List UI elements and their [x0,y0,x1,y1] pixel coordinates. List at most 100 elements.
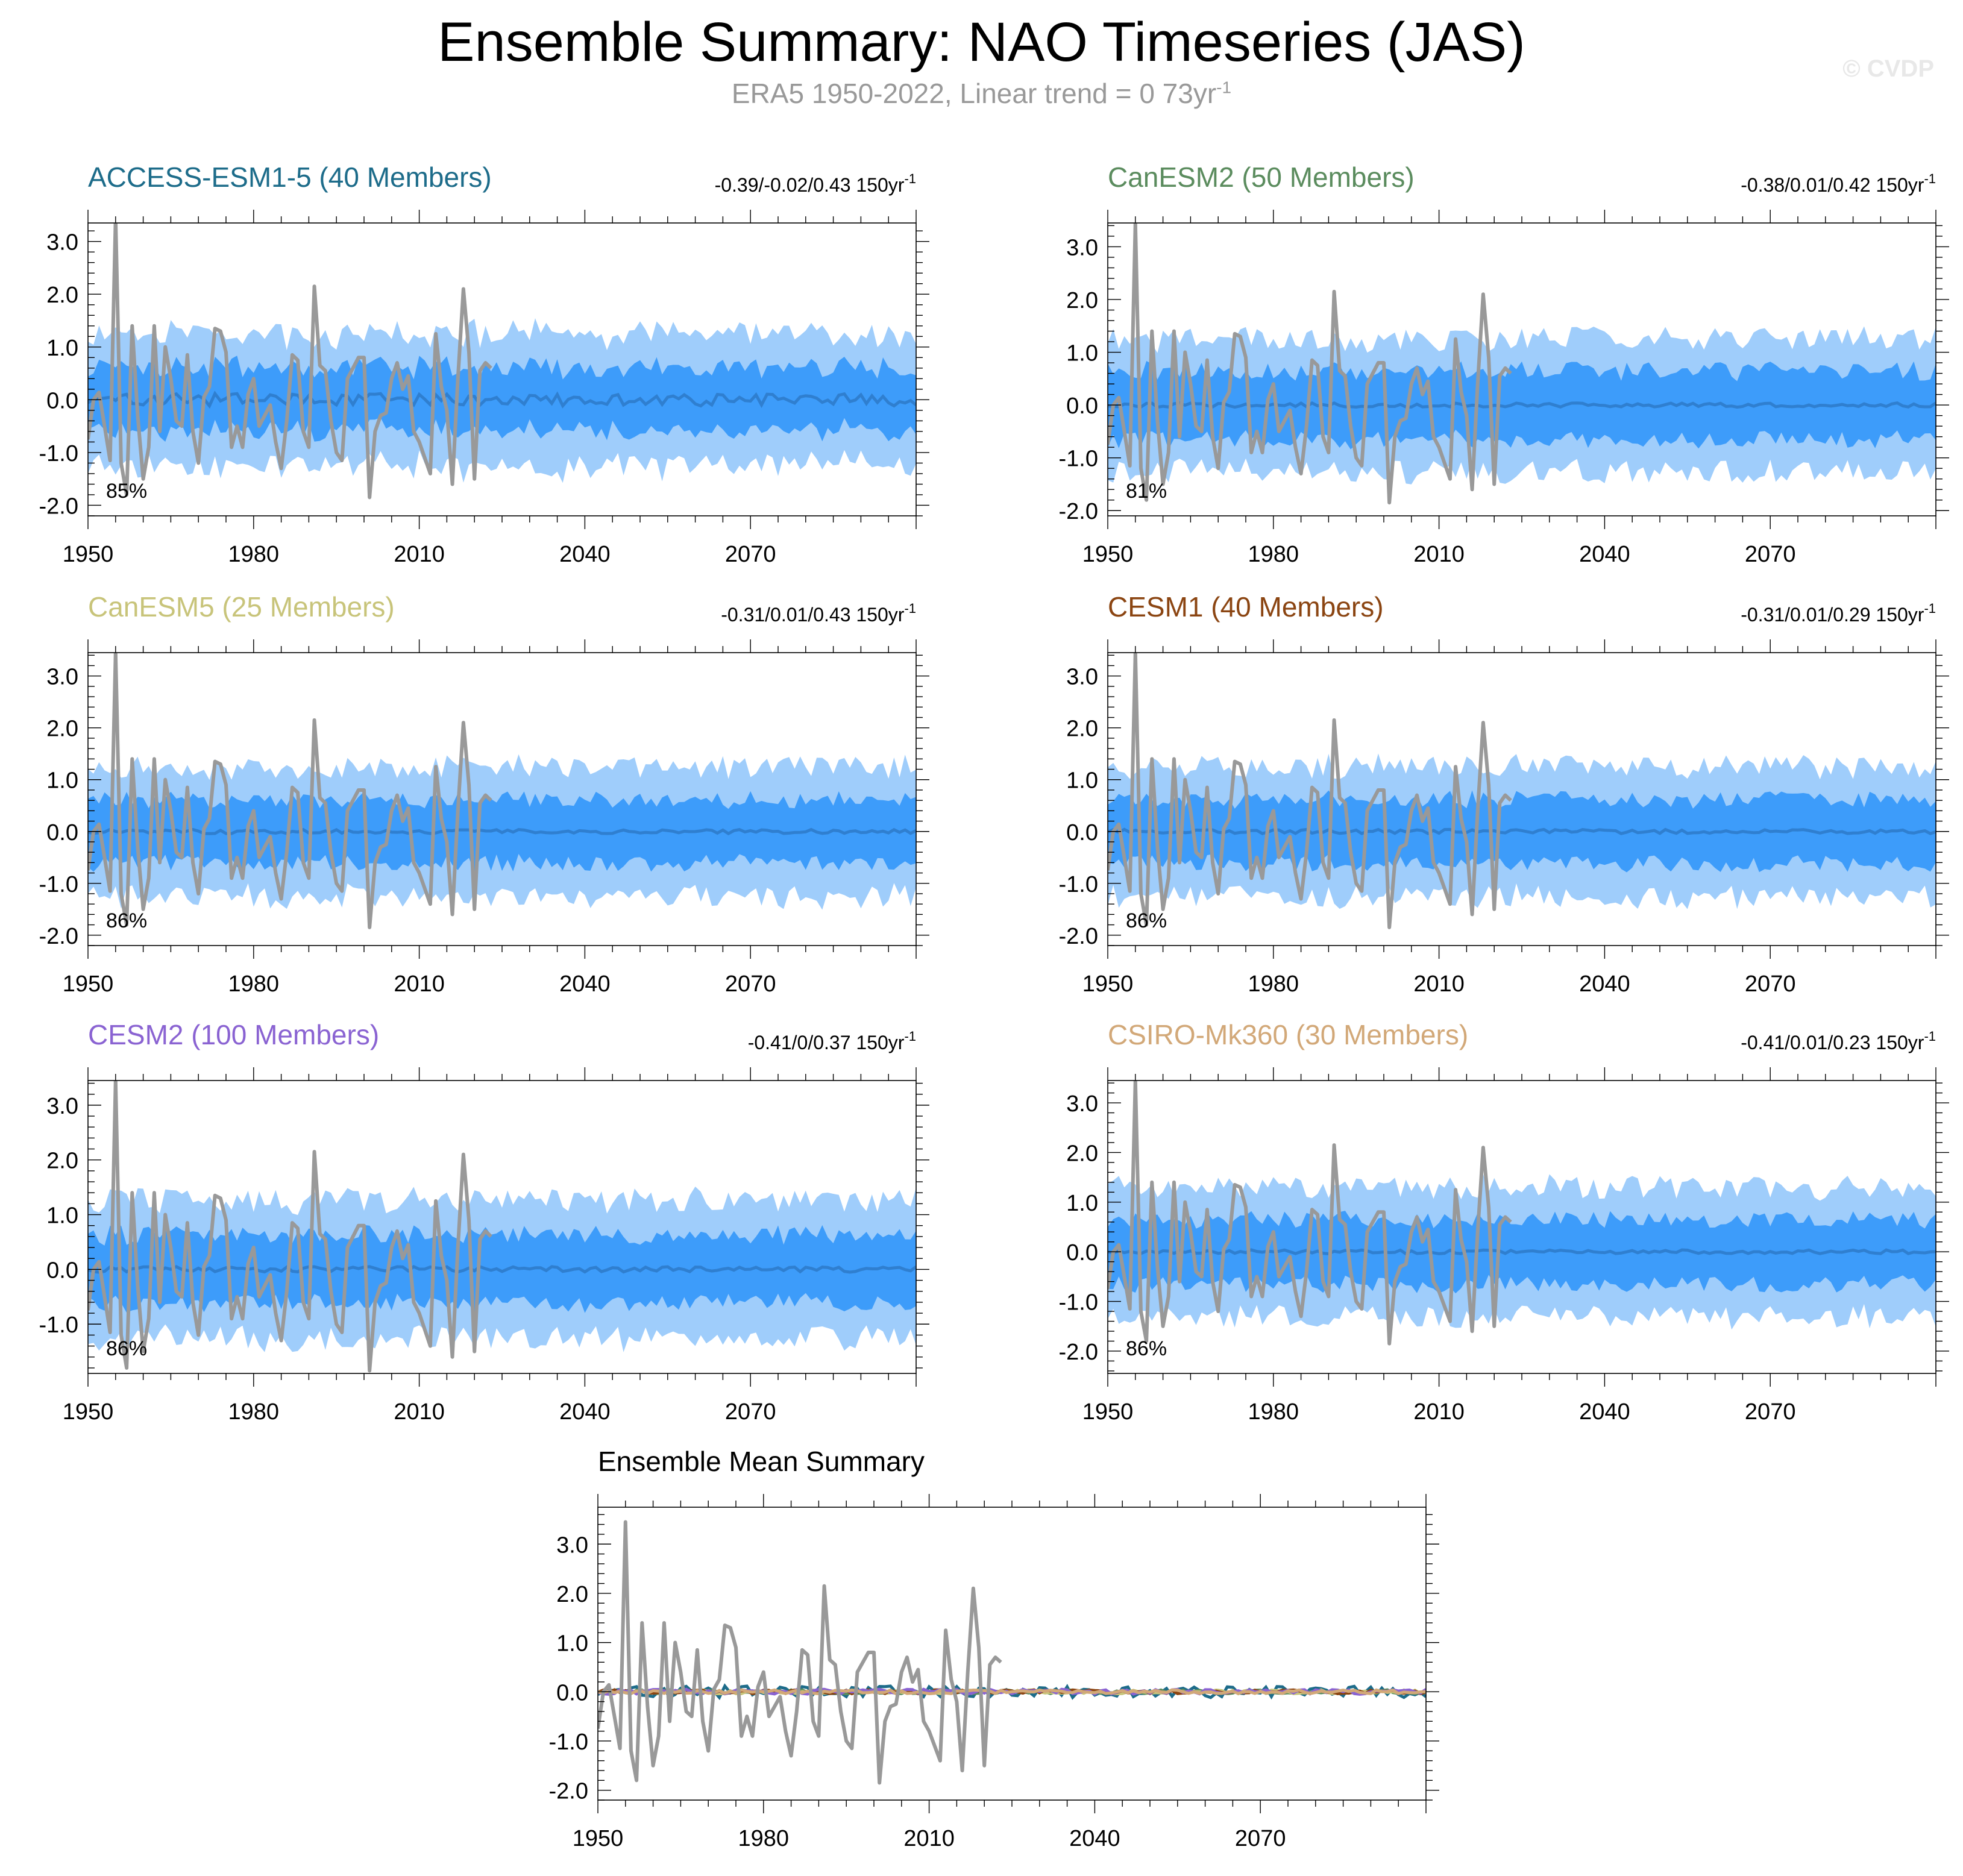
panel-2-plot-area [1108,223,1936,505]
panel-4-x-tick-label: 2070 [1745,971,1796,997]
panel-7-x-tick-label: 2040 [1069,1826,1120,1851]
panel-7: Ensemble Mean Summary -2.0 -1.0 0.0 1.0 2.0 3.… [549,1446,1439,1851]
panel-1-percent-label: 85% [106,480,147,503]
panel-6-trend-label: -0.41/0.01/0.23 150yr-1 [1741,1029,1936,1053]
panel-3-y-tick-label: 1.0 [46,768,78,794]
panel-6-plot-area [1108,1081,1936,1346]
panel-1-plot-area [88,223,916,500]
panel-5-ensemble-mean-line [88,1265,916,1274]
panel-2-y-tick-label: -2.0 [1059,499,1098,524]
panel-7-y-tick-label: 2.0 [556,1582,588,1607]
panel-3-y-tick-label: -2.0 [39,924,78,949]
panel-2-percent-label: 81% [1126,480,1167,503]
panel-5-x-tick-label: 1950 [63,1399,114,1425]
panel-2: CanESM2 (50 Members) -0.38/0.01/0.42 150y… [1059,162,1949,567]
panel-4-plot-area [1108,653,1936,929]
panel-7-y-tick-label: -2.0 [549,1779,588,1804]
panel-3-plot-area [88,653,916,929]
panel-2-title: CanESM2 (50 Members) [1108,162,1415,193]
panel-3-x-tick-label: 2010 [394,971,445,997]
panel-1-x-tick-label: 2040 [559,542,611,567]
panel-7-plot-area [598,1520,1426,1785]
panel-5-percent-label: 86% [106,1337,147,1360]
panel-6-x-tick-label: 1980 [1248,1399,1299,1425]
panel-4-title: CESM1 (40 Members) [1108,591,1384,623]
panel-5-y-tick-label: 2.0 [46,1149,78,1174]
panel-7-title: Ensemble Mean Summary [598,1446,925,1477]
panel-6-x-tick-label: 2040 [1579,1399,1630,1425]
panel-5-x-tick-label: 2040 [559,1399,611,1425]
panel-5-observed-line [88,1081,492,1373]
panel-3-x-tick-label: 1950 [63,971,114,997]
panel-2-x-tick-label: 1980 [1248,542,1299,567]
panel-6-title: CSIRO-Mk360 (30 Members) [1108,1019,1468,1050]
panel-4-ensemble-mean-line [1108,827,1936,835]
panel-3-y-tick-label: 3.0 [46,665,78,690]
panel-2-x-tick-label: 2040 [1579,542,1630,567]
panel-6-y-tick-label: -1.0 [1059,1290,1098,1316]
panel-1-x-tick-label: 1950 [63,542,114,567]
subtitle-superscript: -1 [1216,78,1232,97]
panel-6: CSIRO-Mk360 (30 Members) -0.41/0.01/0.23 … [1059,1019,1949,1425]
panel-7-y-tick-label: 1.0 [556,1631,588,1657]
panel-7-y-tick-label: 3.0 [556,1532,588,1558]
panel-4-x-tick-label: 1980 [1248,971,1299,997]
panel-4-y-tick-label: 1.0 [1066,768,1098,794]
panel-2-x-tick-label: 2010 [1413,542,1465,567]
panel-6-y-tick-label: -2.0 [1059,1340,1098,1365]
panel-2-y-tick-label: -1.0 [1059,447,1098,472]
panel-6-y-tick-label: 2.0 [1066,1141,1098,1166]
panel-2-trend-label: -0.38/0.01/0.42 150yr-1 [1741,171,1936,196]
panel-2-y-tick-label: 3.0 [1066,235,1098,260]
panel-7-x-tick-label: 1950 [573,1826,624,1851]
panel-6-percent-label: 86% [1126,1337,1167,1360]
panel-1: ACCESS-ESM1-5 (40 Members) -0.39/-0.02/0.… [39,162,929,567]
panel-1-trend-label: -0.39/-0.02/0.43 150yr-1 [715,171,916,196]
panel-1-x-tick-label: 2010 [394,542,445,567]
panel-1-y-tick-label: -2.0 [39,494,78,519]
panel-1-y-tick-label: 2.0 [46,283,78,308]
panel-7-x-tick-label: 1980 [738,1826,790,1851]
panel-2-ensemble-mean-line [1108,401,1936,409]
panel-5-x-tick-label: 2010 [394,1399,445,1425]
panel-4-trend-label: -0.31/0.01/0.29 150yr-1 [1741,601,1936,626]
panel-6-x-tick-label: 2010 [1413,1399,1465,1425]
panel-6-y-tick-label: 1.0 [1066,1191,1098,1216]
panel-3-ensemble-mean-line [88,827,916,836]
main-title: Ensemble Summary: NAO Timeseries (JAS) [438,11,1525,73]
panel-4-y-tick-label: 0.0 [1066,820,1098,845]
panel-5: CESM2 (100 Members) -0.41/0/0.37 150yr-1 8… [39,1019,929,1425]
panel-4-y-tick-label: 3.0 [1066,665,1098,690]
panel-1-x-tick-label: 2070 [725,542,776,567]
panel-7-x-tick-label: 2070 [1235,1826,1286,1851]
panel-6-x-tick-label: 2070 [1745,1399,1796,1425]
panel-7-y-tick-label: -1.0 [549,1730,588,1755]
panel-3-y-tick-label: 0.0 [46,820,78,845]
panel-5-x-tick-label: 1980 [228,1399,280,1425]
panel-4-x-tick-label: 2010 [1413,971,1465,997]
panel-2-y-tick-label: 1.0 [1066,341,1098,366]
panel-4-percent-label: 86% [1126,909,1167,932]
panel-2-y-tick-label: 0.0 [1066,394,1098,419]
panel-3-x-tick-label: 2040 [559,971,611,997]
panel-6-y-tick-label: 0.0 [1066,1240,1098,1266]
panel-4-y-tick-label: -1.0 [1059,872,1098,897]
panel-6-y-tick-label: 3.0 [1066,1091,1098,1117]
panel-4-x-tick-label: 2040 [1579,971,1630,997]
panel-1-inner-band [88,356,916,442]
panel-3-trend-label: -0.31/0.01/0.43 150yr-1 [721,601,916,626]
panel-3-title: CanESM5 (25 Members) [88,591,395,623]
panel-5-y-tick-label: 3.0 [46,1094,78,1119]
panel-1-y-tick-label: 1.0 [46,336,78,361]
panel-7-x-tick-label: 2010 [903,1826,955,1851]
panel-6-x-tick-label: 1950 [1082,1399,1134,1425]
panel-5-title: CESM2 (100 Members) [88,1019,379,1050]
panel-3: CanESM5 (25 Members) -0.31/0.01/0.43 150y… [39,591,929,997]
panel-5-y-tick-label: 0.0 [46,1258,78,1283]
panel-1-y-tick-label: 3.0 [46,230,78,256]
panel-4-y-tick-label: 2.0 [1066,717,1098,742]
panel-1-x-tick-label: 1980 [228,542,280,567]
panel-5-y-tick-label: -1.0 [39,1313,78,1338]
panel-2-x-tick-label: 2070 [1745,542,1796,567]
panel-7-series-observed [598,1520,1002,1785]
